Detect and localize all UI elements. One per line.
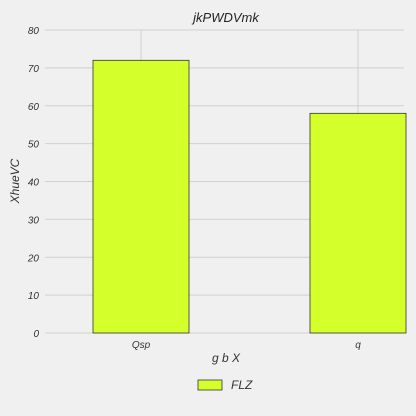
y-tick-labels: 0 10 20 30 40 50 60 70 80 <box>27 26 40 340</box>
y-axis-label: XhueVC <box>8 158 22 204</box>
bars <box>92 59 407 334</box>
chart-title: jkPWDVmk <box>191 10 260 25</box>
y-tick-label: 10 <box>28 291 40 302</box>
y-tick-label: 60 <box>28 102 40 113</box>
x-tick-label: Qsp <box>132 340 151 351</box>
y-tick-label: 80 <box>28 26 40 37</box>
y-tick-label: 40 <box>28 178 40 189</box>
legend-swatch <box>197 379 223 391</box>
legend: FLZ <box>197 378 253 392</box>
bar-q <box>309 112 407 334</box>
y-tick-label: 30 <box>28 215 40 226</box>
x-tick-label: q <box>355 340 361 351</box>
y-tick-label: 70 <box>28 64 40 75</box>
legend-label: FLZ <box>231 378 253 392</box>
x-tick-labels: Qsp q <box>132 340 361 351</box>
y-tick-label: 20 <box>27 253 40 264</box>
bar-Qsp <box>92 59 190 334</box>
x-axis-label: g b X <box>212 351 241 365</box>
y-tick-label: 50 <box>28 140 40 151</box>
y-tick-label: 0 <box>33 329 39 340</box>
